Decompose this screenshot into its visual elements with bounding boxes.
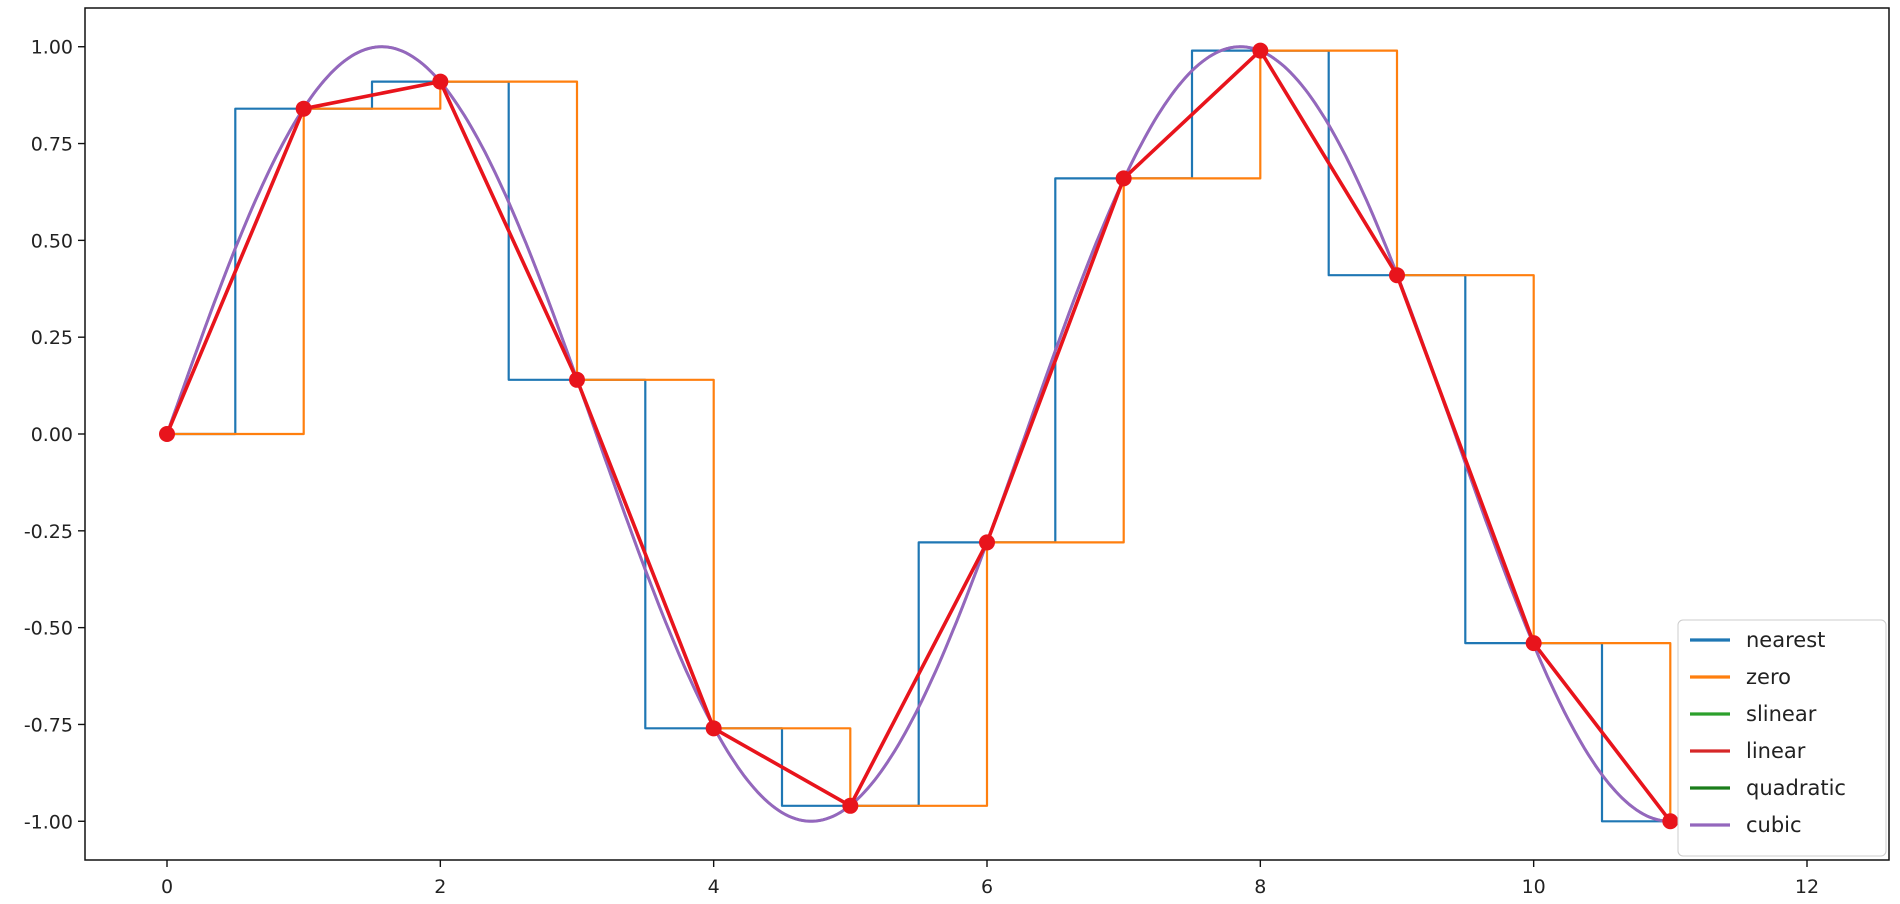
y-axis: 1.00 0.75 0.50 0.25 0.00 -0.25 -0.50 -0.75 -1.00 (24, 37, 85, 833)
legend-label-cubic: cubic (1746, 813, 1802, 837)
y-tick-label: -1.00 (24, 811, 73, 833)
x-tick-label: 2 (434, 876, 446, 898)
sample-point (1115, 170, 1132, 187)
x-tick-label: 10 (1522, 876, 1546, 898)
sample-point (842, 797, 859, 814)
series-line-zero (167, 49, 1672, 822)
sample-point (295, 100, 312, 117)
legend: nearest zero slinear linear quadratic cubic (1677, 619, 1887, 857)
y-tick-label: 1.00 (31, 37, 73, 59)
x-tick-label: 12 (1795, 876, 1819, 898)
x-tick-label: 6 (981, 876, 993, 898)
x-tick-label: 4 (708, 876, 720, 898)
legend-label-zero: zero (1746, 665, 1791, 689)
series-line-linear (165, 48, 1672, 823)
legend-label-quadratic: quadratic (1746, 776, 1846, 800)
x-tick-label: 0 (161, 876, 173, 898)
series-layer (165, 45, 1672, 823)
x-axis: 0 2 4 6 8 10 12 (161, 860, 1819, 898)
y-tick-label: -0.75 (24, 714, 73, 736)
sample-point (705, 720, 722, 737)
legend-box (1677, 619, 1887, 857)
sample-point (1662, 813, 1679, 830)
sample-point (979, 534, 995, 551)
sample-markers (159, 42, 1679, 830)
legend-label-nearest: nearest (1746, 628, 1825, 652)
sample-point (569, 371, 585, 388)
y-tick-label: 0.50 (31, 230, 73, 252)
sample-point (1389, 267, 1405, 284)
x-tick-label: 8 (1254, 876, 1266, 898)
legend-label-linear: linear (1746, 739, 1806, 763)
y-tick-label: 0.00 (31, 424, 73, 446)
sample-point (159, 426, 175, 442)
y-tick-label: -0.50 (24, 618, 73, 640)
legend-label-slinear: slinear (1746, 702, 1817, 726)
sample-point (1525, 635, 1542, 652)
sample-point (1252, 42, 1269, 59)
y-tick-label: 0.75 (31, 134, 73, 156)
y-tick-label: 0.25 (31, 327, 73, 349)
y-tick-label: -0.25 (24, 521, 73, 543)
sample-point (432, 73, 449, 90)
